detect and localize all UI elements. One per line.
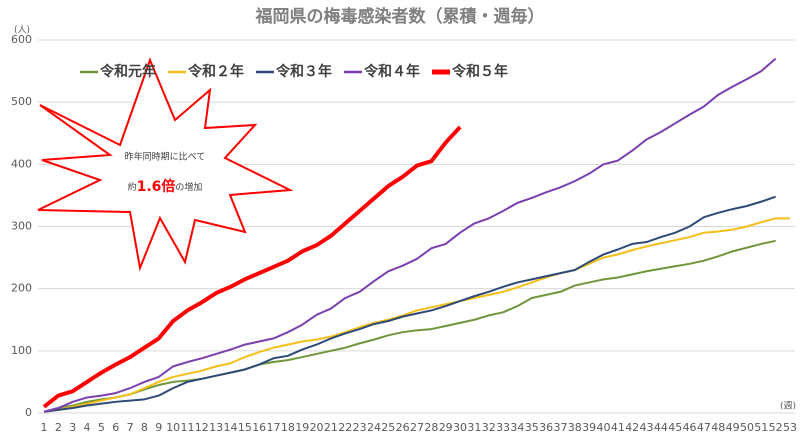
x-tick-label: 7	[127, 421, 134, 434]
y-tick-label: 0	[25, 406, 32, 419]
series-line	[43, 195, 776, 413]
legend-label: 令和５年	[451, 63, 508, 80]
x-tick-label: 12	[195, 421, 209, 434]
x-tick-label: 21	[324, 421, 338, 434]
x-tick-label: 45	[668, 421, 682, 434]
x-tick-label: 6	[112, 421, 119, 434]
x-tick-label: 1	[41, 421, 48, 434]
x-tick-label: 53	[783, 421, 797, 434]
x-tick-label: 5	[98, 421, 105, 434]
legend-label: 令和４年	[363, 63, 420, 80]
starburst	[37, 57, 294, 272]
y-unit: (人)	[14, 25, 30, 36]
x-tick-label: 22	[338, 421, 352, 434]
x-tick-label: 32	[482, 421, 496, 434]
x-tick-label: 8	[141, 421, 148, 434]
annotation-line: 昨年同時期に比べて	[125, 151, 206, 163]
x-tick-label: 14	[224, 421, 238, 434]
x-tick-label: 2	[55, 421, 62, 434]
chart-title: 福岡県の梅毒感染者数（累積・週毎）	[255, 6, 545, 27]
y-tick-label: 300	[11, 220, 32, 233]
lines	[42, 57, 790, 413]
x-tick-label: 50	[740, 421, 754, 434]
x-tick-label: 47	[697, 421, 711, 434]
annotation-text: 約1.6倍の増加	[128, 178, 203, 195]
y-tick-label: 100	[11, 344, 32, 357]
x-tick-label: 18	[281, 421, 295, 434]
x-tick-label: 23	[353, 421, 367, 434]
x-tick-label: 42	[625, 421, 639, 434]
x-tick-label: 52	[769, 421, 783, 434]
y-tick-label: 500	[11, 95, 32, 108]
x-tick-label: 10	[166, 421, 180, 434]
x-tick-label: 41	[611, 421, 625, 434]
annotation-prefix: 約	[128, 181, 137, 193]
x-tick-label: 30	[453, 421, 467, 434]
y-tick-label: 400	[11, 157, 32, 170]
x-tick-label: 4	[84, 421, 91, 434]
legend-label: 令和２年	[187, 63, 244, 80]
x-tick-label: 26	[396, 421, 410, 434]
legend-label: 令和３年	[275, 63, 332, 80]
annotation-suffix: の増加	[175, 181, 202, 193]
x-tick-label: 24	[367, 421, 381, 434]
x-tick-label: 36	[539, 421, 553, 434]
x-tick-label: 48	[711, 421, 725, 434]
x-tick-label: 40	[597, 421, 611, 434]
series-line	[43, 57, 777, 413]
x-tick-label: 49	[726, 421, 740, 434]
y-tick-label: 600	[11, 33, 32, 46]
x-tick-label: 27	[410, 421, 424, 434]
x-tick-label: 44	[654, 421, 668, 434]
x-tick-label: 37	[553, 421, 567, 434]
x-tick-label: 16	[252, 421, 266, 434]
x-tick-label: 19	[295, 421, 309, 434]
x-tick-label: 11	[180, 421, 194, 434]
x-tick-label: 20	[310, 421, 324, 434]
y-tick-label: 200	[11, 282, 32, 295]
x-tick-label: 17	[267, 421, 281, 434]
x-tick-label: 39	[582, 421, 596, 434]
series-line	[43, 217, 790, 413]
x-tick-label: 13	[209, 421, 223, 434]
x-tick-label: 31	[467, 421, 481, 434]
x-tick-label: 34	[510, 421, 524, 434]
series-line	[42, 125, 462, 409]
x-tick-label: 33	[496, 421, 510, 434]
annotation-highlight: 1.6倍	[137, 178, 176, 195]
x-tick-label: 29	[439, 421, 453, 434]
x-tick-label: 28	[424, 421, 438, 434]
x-tick-label: 3	[69, 421, 76, 434]
x-tick-label: 43	[640, 421, 654, 434]
x-tick-label: 9	[155, 421, 162, 434]
series-line	[43, 239, 776, 413]
legend: 令和元年 令和２年 令和３年 令和４年 令和５年	[80, 63, 508, 80]
x-tick-label: 46	[683, 421, 697, 434]
x-tick-label: 25	[381, 421, 395, 434]
x-tick-label: 51	[754, 421, 768, 434]
x-tick-label: 35	[525, 421, 539, 434]
x-tick-label: 38	[568, 421, 582, 434]
x-tick-label: 15	[238, 421, 252, 434]
x-unit: (週)	[780, 401, 796, 412]
legend-label: 令和元年	[99, 63, 156, 80]
